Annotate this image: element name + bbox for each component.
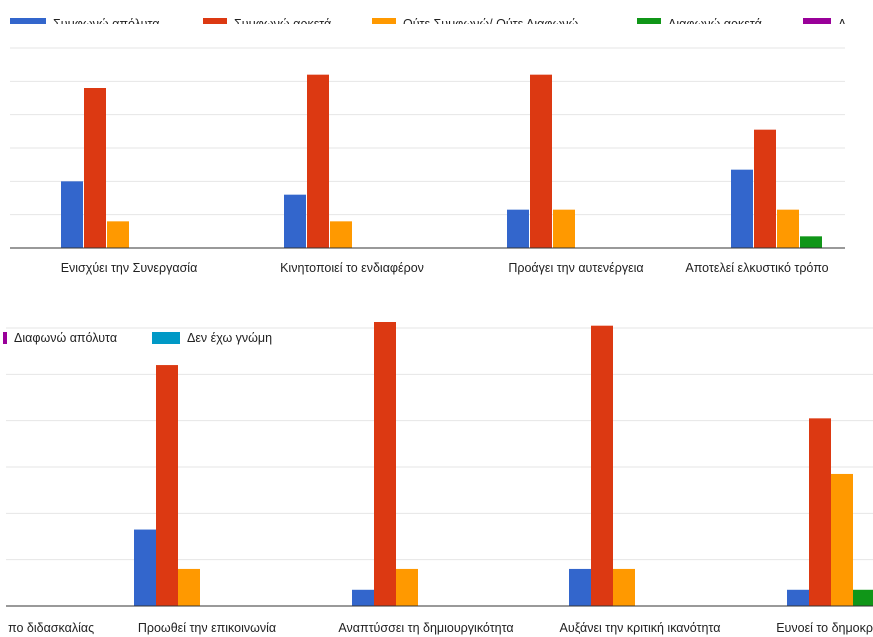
- x-tick-label: Ενισχύει την Συνεργασία: [61, 261, 198, 275]
- bar-συμφωνώ-απόλυτα-3[interactable]: [731, 169, 753, 248]
- legend-item-0: Διαφωνώ απόλυτα: [3, 326, 117, 346]
- legend-swatch: [152, 332, 180, 344]
- legend-label: Συμφωνώ αρκετά: [234, 17, 332, 24]
- legend-item-3: Διαφωνώ αρκετά: [637, 12, 762, 24]
- legend-item-1: Συμφωνώ αρκετά: [203, 12, 331, 24]
- bar-συμφωνώ-αρκετά-3[interactable]: [591, 325, 613, 606]
- legend-item-4: Δ: [803, 12, 846, 24]
- bar-ούτε-συμφωνώ-ούτε-διαφωνώ-2[interactable]: [396, 568, 418, 606]
- bar-chart-bottom: πο διδασκαλίας Προωθεί την επικοινωνία Ανα…: [6, 322, 873, 635]
- x-tick-label: Αυξάνει την κριτική ικανότητα: [560, 621, 721, 635]
- bar-διαφωνώ-αρκετά-3[interactable]: [800, 236, 822, 248]
- legend-label: Διαφωνώ αρκετά: [668, 17, 762, 24]
- legend-label: Συμφωνώ απόλυτα: [53, 17, 160, 24]
- legend-item-2: Ούτε Συμφωνώ/ Ούτε Διαφωνώ: [372, 12, 578, 24]
- bar-συμφωνώ-απόλυτα-2[interactable]: [352, 589, 374, 606]
- bar-συμφωνώ-απόλυτα-1[interactable]: [284, 194, 306, 248]
- x-tick-label: πο διδασκαλίας: [8, 621, 94, 635]
- bar-συμφωνώ-αρκετά-1[interactable]: [307, 74, 329, 249]
- legend-label: Ούτε Συμφωνώ/ Ούτε Διαφωνώ: [403, 17, 579, 24]
- legend-top: Συμφωνώ απόλυτα Συμφωνώ αρκετά Ούτε Συμφων…: [0, 0, 873, 24]
- bar-συμφωνώ-απόλυτα-3[interactable]: [569, 568, 591, 606]
- legend-bottom: Διαφωνώ απόλυτα Δεν έχω γνώμη: [0, 322, 873, 346]
- legend-swatch: [803, 18, 831, 24]
- bar-συμφωνώ-αρκετά-3[interactable]: [754, 129, 776, 248]
- legend-swatch: [203, 18, 227, 24]
- x-tick-label: Αποτελεί ελκυστικό τρόπο: [685, 261, 828, 275]
- bar-ούτε-συμφωνώ-ούτε-διαφωνώ-2[interactable]: [553, 209, 575, 248]
- legend-swatch: [10, 18, 46, 24]
- bar-ούτε-συμφωνώ-ούτε-διαφωνώ-1[interactable]: [178, 568, 200, 606]
- bar-συμφωνώ-αρκετά-2[interactable]: [374, 322, 396, 606]
- x-tick-label: Προωθεί την επικοινωνία: [138, 621, 276, 635]
- legend-item-1: Δεν έχω γνώμη: [152, 326, 272, 346]
- bar-συμφωνώ-απόλυτα-0[interactable]: [61, 181, 83, 248]
- bar-συμφωνώ-αρκετά-1[interactable]: [156, 365, 178, 606]
- bar-συμφωνώ-αρκετά-0[interactable]: [84, 88, 106, 248]
- x-tick-label: Κινητοποιεί το ενδιαφέρον: [280, 261, 424, 275]
- bar-συμφωνώ-αρκετά-4[interactable]: [809, 418, 831, 606]
- bar-συμφωνώ-αρκετά-2[interactable]: [530, 74, 552, 249]
- x-tick-label: Αναπτύσσει τη δημιουργικότητα: [338, 621, 513, 635]
- bar-ούτε-συμφωνώ-ούτε-διαφωνώ-1[interactable]: [330, 221, 352, 248]
- bar-chart-top: Ενισχύει την Συνεργασία Κινητοποιεί το εν…: [10, 47, 845, 275]
- x-tick-label: Προάγει την αυτενέργεια: [508, 261, 643, 275]
- legend-swatch: [637, 18, 661, 24]
- bar-συμφωνώ-απόλυτα-2[interactable]: [507, 209, 529, 248]
- bar-ούτε-συμφωνώ-ούτε-διαφωνώ-3[interactable]: [613, 568, 635, 606]
- bar-συμφωνώ-απόλυτα-4[interactable]: [787, 589, 809, 606]
- legend-label: Δ: [838, 17, 847, 24]
- bar-ούτε-συμφωνώ-ούτε-διαφωνώ-3[interactable]: [777, 209, 799, 248]
- legend-swatch: [372, 18, 396, 24]
- legend-item-0: Συμφωνώ απόλυτα: [10, 12, 159, 24]
- bar-συμφωνώ-απόλυτα-1[interactable]: [134, 529, 156, 606]
- chart-panel-top: Συμφωνώ απόλυτα Συμφωνώ αρκετά Ούτε Συμφων…: [0, 0, 873, 290]
- bar-ούτε-συμφωνώ-ούτε-διαφωνώ-0[interactable]: [107, 221, 129, 248]
- bar-διαφωνώ-αρκετά-4[interactable]: [853, 589, 873, 606]
- bar-ούτε-συμφωνώ-ούτε-διαφωνώ-4[interactable]: [831, 473, 853, 606]
- x-tick-label: Ευνοεί το δημοκρ: [776, 621, 873, 635]
- chart-panel-bottom: Διαφωνώ απόλυτα Δεν έχω γνώμη πο διδασκαλ…: [0, 322, 873, 637]
- legend-label: Διαφωνώ απόλυτα: [14, 331, 118, 345]
- legend-swatch: [3, 332, 7, 344]
- legend-label: Δεν έχω γνώμη: [187, 331, 273, 345]
